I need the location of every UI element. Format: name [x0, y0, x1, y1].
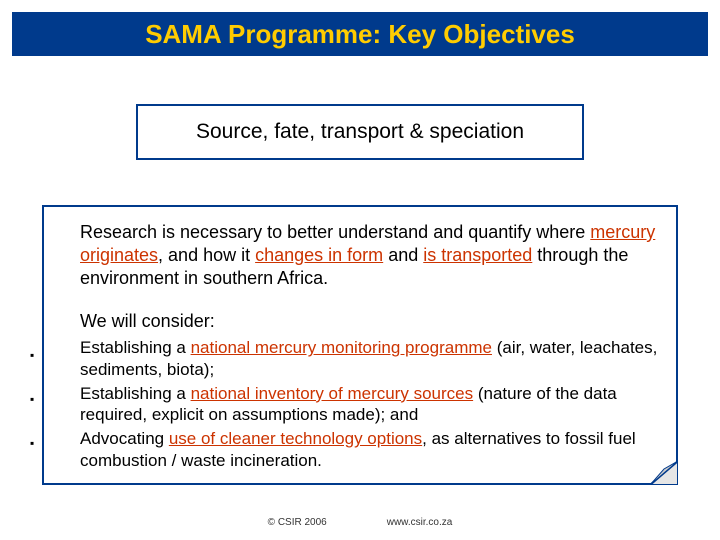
para-text: and — [383, 245, 423, 265]
para-text: , and how it — [158, 245, 255, 265]
page-title: SAMA Programme: Key Objectives — [145, 19, 575, 50]
para-text: Research is necessary to better understa… — [80, 222, 590, 242]
footer-url: www.csir.co.za — [387, 517, 453, 528]
underline-phrase: is transported — [423, 245, 532, 265]
underline-phrase: use of cleaner technology options — [169, 429, 422, 448]
lead-text: We will consider: — [80, 310, 658, 333]
li-text: Advocating — [80, 429, 169, 448]
bullet-icon: ▪ — [30, 436, 34, 450]
footer-copyright: © CSIR 2006 — [268, 517, 327, 528]
list-item: Advocating use of cleaner technology opt… — [80, 428, 658, 472]
li-text: Establishing a — [80, 384, 191, 403]
bullet-icon: ▪ — [30, 392, 34, 406]
content-box: Research is necessary to better understa… — [42, 205, 678, 485]
subtitle: Source, fate, transport & speciation — [196, 120, 524, 144]
bullet-icon: ▪ — [30, 348, 34, 362]
intro-paragraph: Research is necessary to better understa… — [80, 221, 658, 290]
underline-phrase: national mercury monitoring programme — [191, 338, 492, 357]
content-inner: Research is necessary to better understa… — [44, 207, 676, 488]
underline-phrase: changes in form — [255, 245, 383, 265]
consider-list: Establishing a national mercury monitori… — [80, 337, 658, 472]
underline-phrase: national inventory of mercury sources — [191, 384, 474, 403]
li-text: Establishing a — [80, 338, 191, 357]
dog-ear-icon — [650, 461, 678, 485]
subtitle-box: Source, fate, transport & speciation — [136, 104, 584, 160]
title-bar: SAMA Programme: Key Objectives — [12, 12, 708, 56]
footer: © CSIR 2006 www.csir.co.za — [0, 517, 720, 528]
list-item: Establishing a national mercury monitori… — [80, 337, 658, 381]
list-item: Establishing a national inventory of mer… — [80, 383, 658, 427]
